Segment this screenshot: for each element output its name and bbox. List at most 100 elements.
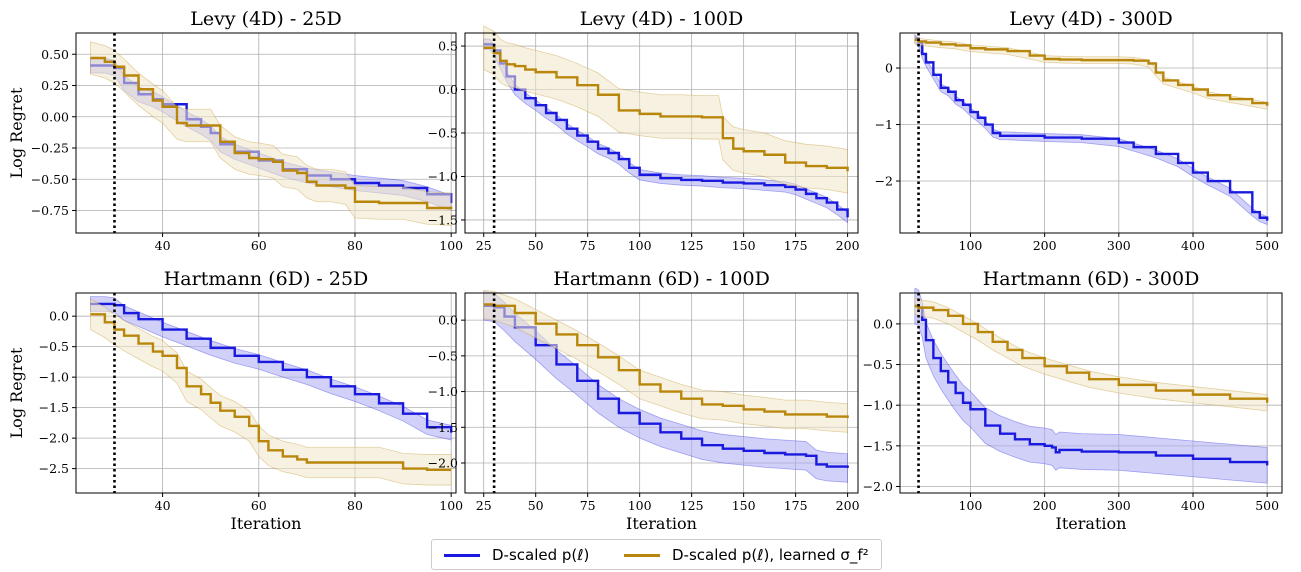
axes-frame [899,32,1283,234]
y-tick-label: −1.5 [428,212,458,227]
y-tick-label: −0.5 [428,348,458,363]
x-tick-label: 100 [628,498,652,513]
x-tick-label: 25 [476,238,492,253]
y-tick-label: 0.00 [41,109,69,124]
x-tick-label: 60 [251,238,267,253]
y-tick-label: −0.50 [31,172,69,187]
y-tick-label: 0 [885,61,893,76]
x-tick-label: 400 [1181,238,1205,253]
y-tick-label: −1 [875,117,893,132]
legend-swatch-blue [444,553,480,557]
figure: 40 60 80 1000.500.250.00−0.25−0.50−0.75Levy… [7,8,1283,533]
y-tick-label: −0.25 [31,141,69,156]
y-tick-label: −2.0 [863,479,893,494]
x-tick-label: 200 [836,498,860,513]
x-tick-label: 125 [680,498,704,513]
x-tick-label: 40 [155,238,171,253]
y-tick-label: −0.5 [863,357,893,372]
axes-frame [899,292,1283,494]
y-tick-label: −2.0 [39,431,69,446]
series-line-gold [483,46,849,172]
series-line-gold [914,304,1269,403]
x-tick-label: 80 [347,498,363,513]
axes-frame [75,32,457,234]
y-tick-label: −0.5 [428,126,458,141]
x-tick-label: 200 [836,238,860,253]
series-line-gold [483,303,849,418]
panel-5: 25 50 75 100 125 150 175 200 0.0 −0.5 −1.0 −1.5 −2.0… [428,268,860,533]
series-line-blue [914,304,1269,466]
legend-item-blue: D-scaled p(ℓ) [444,544,589,566]
confidence-band-gold [483,289,849,433]
panel-3: 100 200 300 400 500 0 −1 −2 Levy (4D) - 300D [875,8,1283,253]
x-tick-label: 75 [580,498,596,513]
x-axis-label: Iteration [231,514,302,533]
confidence-band-gold [90,298,452,486]
y-tick-label: 0.0 [438,313,458,328]
x-tick-label: 100 [439,238,463,253]
y-tick-label: −1.0 [428,169,458,184]
panel-title: Hartmann (6D) - 25D [164,268,369,290]
panel-title: Levy (4D) - 25D [190,8,341,30]
y-tick-label: −1.0 [39,370,69,385]
x-tick-label: 200 [1033,498,1057,513]
x-tick-label: 60 [251,498,267,513]
panel-title: Hartmann (6D) - 100D [553,268,770,290]
series-line-blue [914,37,1269,221]
x-tick-label: 200 [1033,238,1057,253]
x-tick-label: 75 [580,238,596,253]
y-axis-label: Log Regret [7,87,26,178]
legend-item-gold: D-scaled p(ℓ), learned σ_f² [624,544,869,566]
x-axis-label: Iteration [1056,514,1127,533]
panel-title: Levy (4D) - 300D [1009,8,1173,30]
y-tick-label: −1.5 [428,420,458,435]
y-axis-label: Log Regret [7,347,26,438]
x-tick-label: 100 [959,238,983,253]
panel-title: Levy (4D) - 100D [580,8,744,30]
x-tick-label: 100 [959,498,983,513]
x-tick-label: 150 [732,498,756,513]
y-tick-label: 0.0 [438,82,458,97]
x-tick-label: 500 [1255,238,1279,253]
y-tick-label: −2.0 [428,456,458,471]
y-tick-label: 0.25 [41,78,69,93]
axes-frame [75,292,457,494]
y-tick-label: −2 [875,174,893,189]
panel-1: 40 60 80 100 0.50 0.25 0.00 −0.25 −0.50 −0.75 Levy… [7,8,463,253]
x-tick-label: 40 [155,498,171,513]
y-tick-label: −1.5 [863,438,893,453]
legend: D-scaled p(ℓ) D-scaled p(ℓ), learned σ_f… [431,539,882,570]
legend-swatch-gold [624,553,660,557]
panel-2: 25 50 75 100 125 150 175 200 0.5 0.0 −0.5 −1.0 −1.5 L… [428,8,860,253]
y-tick-label: −1.0 [863,398,893,413]
y-tick-label: 0.50 [41,47,69,62]
panel-title: Hartmann (6D) - 300D [983,268,1200,290]
x-axis-label: Iteration [626,514,697,533]
confidence-band-gold [914,35,1268,110]
x-tick-label: 25 [476,498,492,513]
y-tick-label: −2.5 [39,461,69,476]
x-tick-label: 80 [347,238,363,253]
series-line-gold [90,313,452,472]
x-tick-label: 50 [528,498,544,513]
y-tick-label: 0.0 [873,316,893,331]
x-tick-label: 300 [1107,238,1131,253]
x-tick-label: 150 [732,238,756,253]
x-tick-label: 500 [1255,498,1279,513]
x-tick-label: 300 [1107,498,1131,513]
panel-6: 100 200 300 400 500 0.0 −0.5 −1.0 −1.5 −2.0 Hartma… [863,268,1283,533]
confidence-band-blue [483,38,849,224]
legend-label-gold: D-scaled p(ℓ), learned σ_f² [672,546,869,564]
panel-4: 40 60 80 100 0.0 −0.5 −1.0 −1.5 −2.0 −2.5 Hartmann… [7,268,463,533]
x-tick-label: 175 [784,238,808,253]
x-tick-label: 400 [1181,498,1205,513]
x-tick-label: 125 [680,238,704,253]
x-tick-label: 50 [528,238,544,253]
y-tick-label: −1.0 [428,384,458,399]
x-tick-label: 100 [439,498,463,513]
axes-frame [464,292,859,494]
y-tick-label: 0.0 [49,309,69,324]
y-tick-label: −0.5 [39,339,69,354]
x-tick-label: 175 [784,498,808,513]
y-tick-label: −0.75 [31,203,69,218]
